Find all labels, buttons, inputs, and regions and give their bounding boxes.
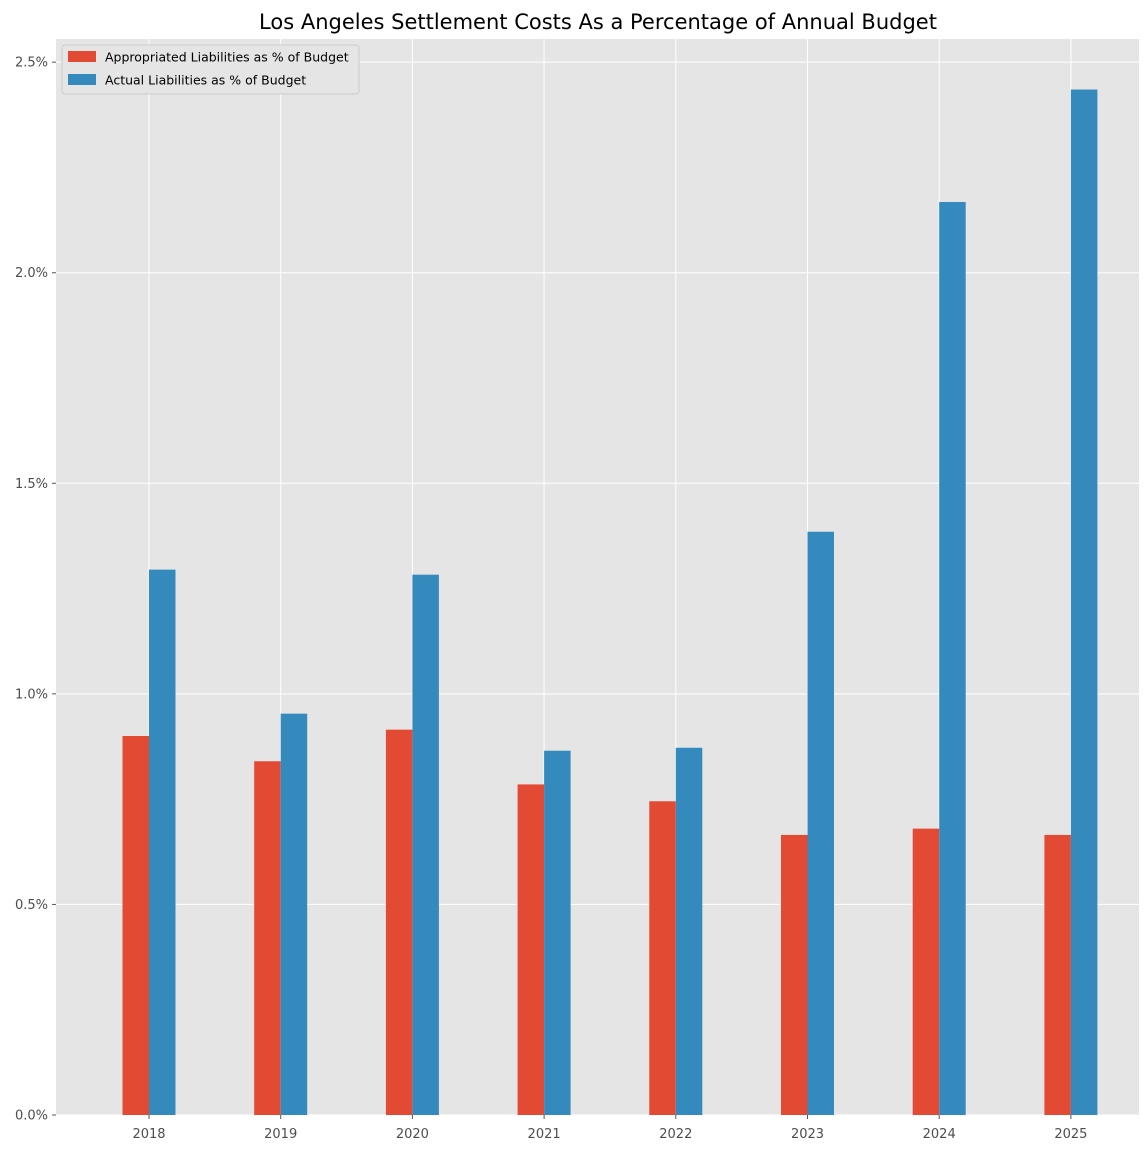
bars xyxy=(122,89,1098,1116)
y-axis: 0.0% 0.5% 1.0% 1.5% 2.0% 2.5% xyxy=(15,56,56,1124)
bar-actual-2023 xyxy=(807,531,834,1115)
y-tick-label: 1.0% xyxy=(15,687,48,702)
bar-actual-2018 xyxy=(149,569,176,1115)
bar-actual-2025 xyxy=(1070,89,1098,1115)
bar-appropriated-2021 xyxy=(517,784,545,1115)
x-axis: 2018 2019 2020 2021 2022 2023 2024 2025 xyxy=(132,1115,1087,1142)
y-tick-label: 2.5% xyxy=(15,56,48,71)
bar-appropriated-2018 xyxy=(122,735,149,1115)
x-tick-label: 2024 xyxy=(923,1127,956,1142)
bar-actual-2020 xyxy=(412,574,439,1115)
bar-actual-2021 xyxy=(544,750,571,1115)
legend-swatch xyxy=(68,74,96,85)
x-tick-label: 2025 xyxy=(1054,1127,1087,1142)
x-tick-label: 2022 xyxy=(659,1127,692,1142)
legend-box xyxy=(61,44,360,95)
y-tick-label: 0.5% xyxy=(15,898,48,913)
y-tick-label: 0.0% xyxy=(15,1109,48,1124)
x-tick-label: 2021 xyxy=(528,1127,561,1142)
legend-label: Actual Liabilities as % of Budget xyxy=(105,73,306,88)
x-tick-label: 2023 xyxy=(791,1127,824,1142)
bar-actual-2024 xyxy=(939,201,966,1116)
bar-actual-2022 xyxy=(675,747,703,1115)
y-tick-label: 1.5% xyxy=(15,477,48,492)
bar-appropriated-2022 xyxy=(649,801,676,1115)
bar-appropriated-2025 xyxy=(1044,834,1071,1115)
bar-appropriated-2020 xyxy=(385,729,413,1115)
legend-label: Appropriated Liabilities as % of Budget xyxy=(105,50,349,65)
y-tick-label: 2.0% xyxy=(15,266,48,281)
x-tick-label: 2018 xyxy=(132,1127,165,1142)
legend-swatch xyxy=(68,51,96,62)
x-tick-label: 2020 xyxy=(396,1127,429,1142)
chart-title: Los Angeles Settlement Costs As a Percen… xyxy=(259,10,937,34)
bar-appropriated-2023 xyxy=(781,834,808,1115)
bar-appropriated-2024 xyxy=(912,828,940,1115)
x-tick-label: 2019 xyxy=(264,1127,297,1142)
legend: Appropriated Liabilities as % of Budget A… xyxy=(61,44,360,95)
bar-actual-2019 xyxy=(280,713,308,1115)
plot-background xyxy=(56,39,1139,1115)
bar-appropriated-2019 xyxy=(254,761,281,1115)
